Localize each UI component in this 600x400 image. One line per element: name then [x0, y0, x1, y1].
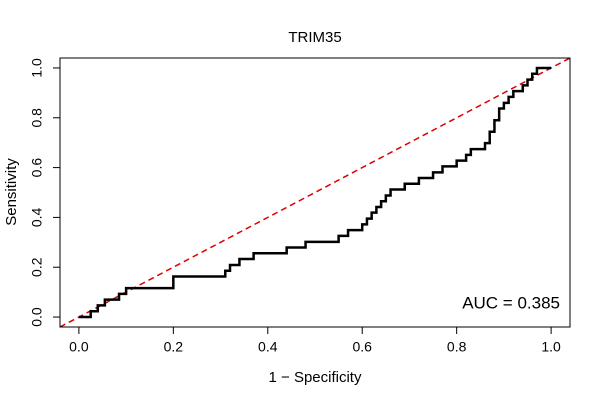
y-tick-label: 0.4 [29, 207, 45, 227]
x-tick-label: 0.8 [447, 339, 467, 355]
x-axis-label: 1 − Specificity [269, 369, 362, 386]
y-tick-label: 0.0 [29, 307, 45, 327]
plot-box [59, 57, 571, 328]
x-tick-label: 1.0 [541, 339, 561, 355]
y-tick-label: 0.8 [29, 108, 45, 128]
reference-diagonal [59, 57, 571, 328]
x-tick-label: 0.0 [69, 339, 89, 355]
y-axis-label: Sensitivity [3, 158, 20, 226]
y-tick-label: 1.0 [29, 58, 45, 78]
chart-title: TRIM35 [288, 29, 341, 46]
auc-annotation: AUC = 0.385 [462, 293, 560, 312]
roc-curve [78, 66, 552, 319]
y-tick-label: 0.2 [29, 257, 45, 277]
x-tick-label: 0.6 [352, 339, 372, 355]
x-tick-label: 0.2 [164, 339, 184, 355]
x-tick-label: 0.4 [258, 339, 278, 355]
y-tick-label: 0.6 [29, 158, 45, 178]
